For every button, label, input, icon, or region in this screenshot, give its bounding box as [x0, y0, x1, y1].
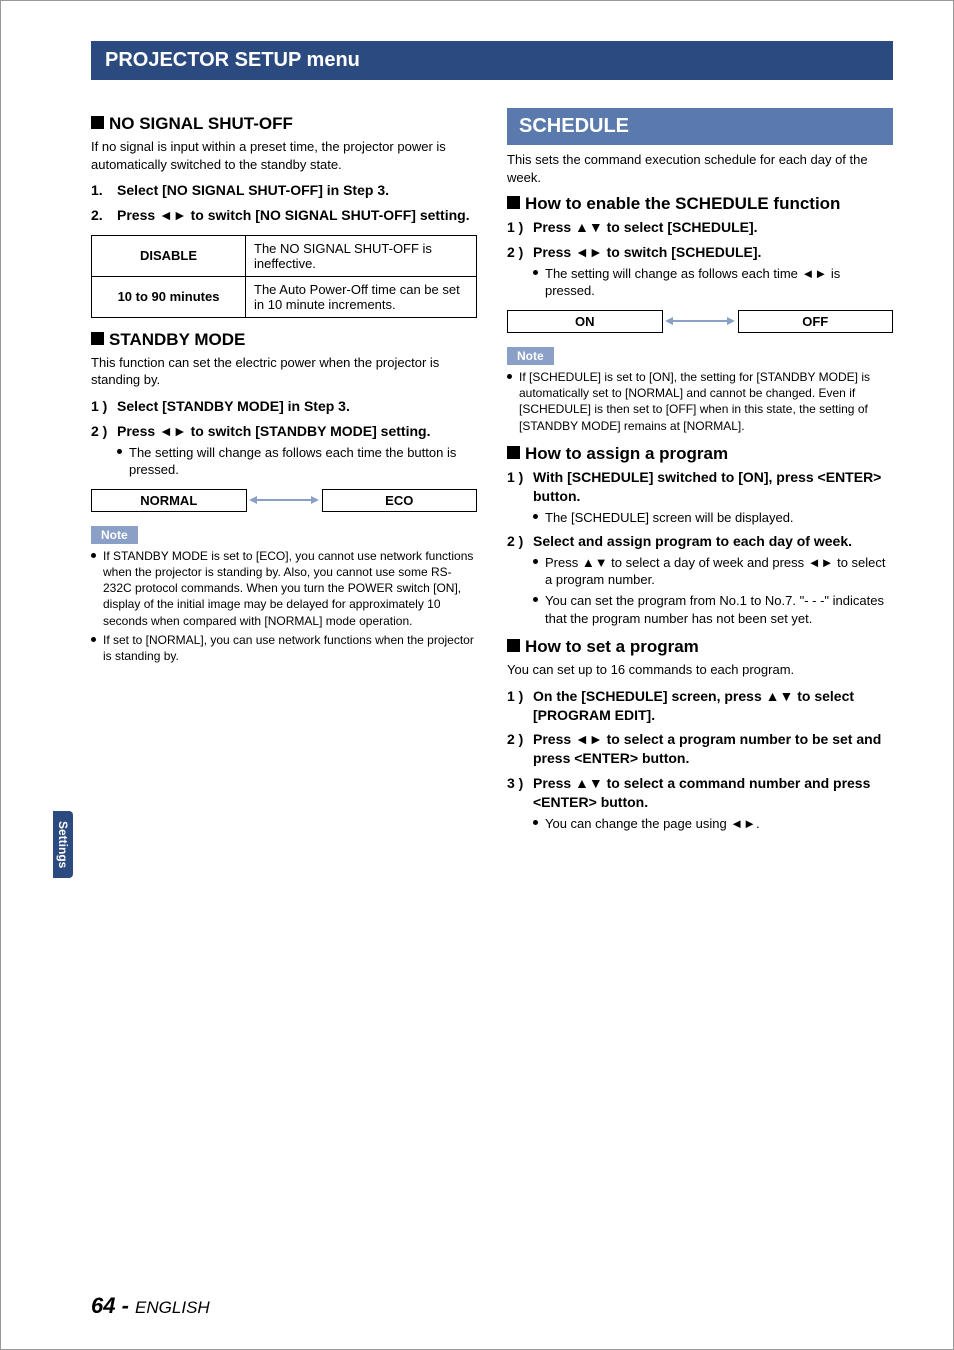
- disable-label: DISABLE: [92, 235, 246, 276]
- no-signal-step-2: Press ◄► to switch [NO SIGNAL SHUT-OFF] …: [91, 206, 477, 225]
- footer-lang: ENGLISH: [135, 1298, 210, 1317]
- note-tag: Note: [507, 347, 554, 365]
- switch-on: ON: [507, 310, 663, 333]
- side-tab-settings: Settings: [53, 811, 73, 878]
- left-column: NO SIGNAL SHUT-OFF If no signal is input…: [91, 108, 477, 843]
- double-arrow-icon: [663, 315, 738, 327]
- assign-heading: How to assign a program: [507, 444, 893, 464]
- schedule-intro: This sets the command execution schedule…: [507, 151, 893, 186]
- right-column: SCHEDULE This sets the command execution…: [507, 108, 893, 843]
- page-footer: 64 - ENGLISH: [91, 1293, 210, 1319]
- note-item: If [SCHEDULE] is set to [ON], the settin…: [507, 369, 893, 434]
- footer-sep: -: [115, 1293, 135, 1318]
- set-heading: How to set a program: [507, 637, 893, 657]
- minutes-desc: The Auto Power-Off time can be set in 10…: [246, 276, 477, 317]
- standby-heading: STANDBY MODE: [91, 330, 477, 350]
- standby-switch: NORMAL ECO: [91, 489, 477, 512]
- note-tag: Note: [91, 526, 138, 544]
- assign-step-2-text: Select and assign program to each day of…: [533, 533, 852, 549]
- standby-steps: Select [STANDBY MODE] in Step 3. Press ◄…: [91, 397, 477, 479]
- standby-step-2: Press ◄► to switch [STANDBY MODE] settin…: [91, 422, 477, 479]
- schedule-heading: SCHEDULE: [507, 108, 893, 145]
- set-intro: You can set up to 16 commands to each pr…: [507, 661, 893, 679]
- assign-step-1-text: With [SCHEDULE] switched to [ON], press …: [533, 469, 881, 504]
- switch-off: OFF: [738, 310, 894, 333]
- standby-step-2-sub: The setting will change as follows each …: [117, 444, 477, 479]
- set-step-2: Press ◄► to select a program number to b…: [507, 730, 893, 768]
- enable-heading: How to enable the SCHEDULE function: [507, 194, 893, 214]
- table-row: DISABLE The NO SIGNAL SHUT-OFF is ineffe…: [92, 235, 477, 276]
- standby-step-1: Select [STANDBY MODE] in Step 3.: [91, 397, 477, 416]
- page: PROJECTOR SETUP menu NO SIGNAL SHUT-OFF …: [0, 0, 954, 1350]
- enable-steps: Press ▲▼ to select [SCHEDULE]. Press ◄► …: [507, 218, 893, 300]
- minutes-label: 10 to 90 minutes: [92, 276, 246, 317]
- assign-step-2: Select and assign program to each day of…: [507, 532, 893, 627]
- no-signal-intro: If no signal is input within a preset ti…: [91, 138, 477, 173]
- page-title-bar: PROJECTOR SETUP menu: [91, 41, 893, 80]
- content-columns: NO SIGNAL SHUT-OFF If no signal is input…: [91, 108, 893, 843]
- enable-step-2-sub: The setting will change as follows each …: [533, 265, 893, 300]
- standby-intro: This function can set the electric power…: [91, 354, 477, 389]
- set-step-3-sub: You can change the page using ◄►.: [533, 815, 893, 833]
- switch-eco: ECO: [322, 489, 478, 512]
- no-signal-steps: Select [NO SIGNAL SHUT-OFF] in Step 3. P…: [91, 181, 477, 225]
- note-item: If STANDBY MODE is set to [ECO], you can…: [91, 548, 477, 629]
- set-step-3: Press ▲▼ to select a command number and …: [507, 774, 893, 832]
- no-signal-step-1: Select [NO SIGNAL SHUT-OFF] in Step 3.: [91, 181, 477, 200]
- no-signal-heading: NO SIGNAL SHUT-OFF: [91, 114, 477, 134]
- set-step-1: On the [SCHEDULE] screen, press ▲▼ to se…: [507, 687, 893, 725]
- set-step-3-text: Press ▲▼ to select a command number and …: [533, 775, 870, 810]
- note-item: If set to [NORMAL], you can use network …: [91, 632, 477, 664]
- standby-notes: If STANDBY MODE is set to [ECO], you can…: [91, 548, 477, 664]
- no-signal-table: DISABLE The NO SIGNAL SHUT-OFF is ineffe…: [91, 235, 477, 318]
- disable-desc: The NO SIGNAL SHUT-OFF is ineffective.: [246, 235, 477, 276]
- enable-notes: If [SCHEDULE] is set to [ON], the settin…: [507, 369, 893, 434]
- assign-step-2-sub-1: Press ▲▼ to select a day of week and pre…: [533, 554, 893, 589]
- set-steps: On the [SCHEDULE] screen, press ▲▼ to se…: [507, 687, 893, 833]
- enable-step-2: Press ◄► to switch [SCHEDULE]. The setti…: [507, 243, 893, 300]
- enable-step-2-text: Press ◄► to switch [SCHEDULE].: [533, 244, 761, 260]
- page-number: 64: [91, 1293, 115, 1318]
- assign-step-1-sub: The [SCHEDULE] screen will be displayed.: [533, 509, 893, 527]
- assign-step-1: With [SCHEDULE] switched to [ON], press …: [507, 468, 893, 526]
- assign-steps: With [SCHEDULE] switched to [ON], press …: [507, 468, 893, 627]
- enable-step-1: Press ▲▼ to select [SCHEDULE].: [507, 218, 893, 237]
- standby-step-2-text: Press ◄► to switch [STANDBY MODE] settin…: [117, 423, 430, 439]
- double-arrow-icon: [247, 494, 322, 506]
- assign-step-2-sub-2: You can set the program from No.1 to No.…: [533, 592, 893, 627]
- schedule-switch: ON OFF: [507, 310, 893, 333]
- table-row: 10 to 90 minutes The Auto Power-Off time…: [92, 276, 477, 317]
- switch-normal: NORMAL: [91, 489, 247, 512]
